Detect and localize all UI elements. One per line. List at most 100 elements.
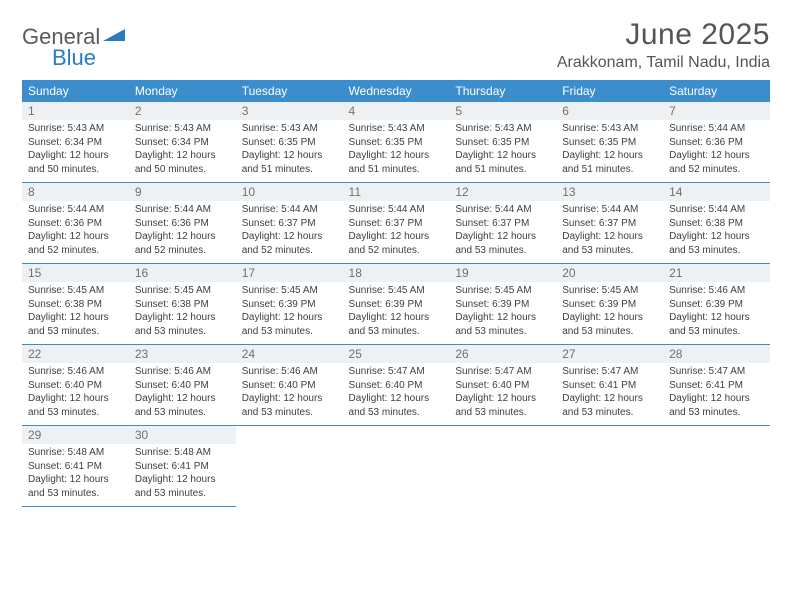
- sunrise-line: Sunrise: 5:46 AM: [669, 284, 764, 298]
- sunrise-line: Sunrise: 5:44 AM: [455, 203, 550, 217]
- calendar-cell: 6Sunrise: 5:43 AMSunset: 6:35 PMDaylight…: [556, 102, 663, 183]
- sunset-line: Sunset: 6:38 PM: [28, 298, 123, 312]
- sunset-line: Sunset: 6:40 PM: [455, 379, 550, 393]
- day-number: 19: [449, 264, 556, 282]
- daylight-line: Daylight: 12 hours and 51 minutes.: [242, 149, 337, 176]
- sunset-line: Sunset: 6:34 PM: [28, 136, 123, 150]
- calendar-cell: [343, 426, 450, 507]
- day-number: 4: [343, 102, 450, 120]
- day-number: 2: [129, 102, 236, 120]
- day-number: 18: [343, 264, 450, 282]
- sunrise-line: Sunrise: 5:44 AM: [28, 203, 123, 217]
- calendar-cell: 1Sunrise: 5:43 AMSunset: 6:34 PMDaylight…: [22, 102, 129, 183]
- col-wednesday: Wednesday: [343, 80, 450, 102]
- sunset-line: Sunset: 6:35 PM: [562, 136, 657, 150]
- calendar-cell: 26Sunrise: 5:47 AMSunset: 6:40 PMDayligh…: [449, 345, 556, 426]
- sunset-line: Sunset: 6:37 PM: [455, 217, 550, 231]
- daylight-line: Daylight: 12 hours and 51 minutes.: [455, 149, 550, 176]
- day-number: 7: [663, 102, 770, 120]
- calendar-week-row: 8Sunrise: 5:44 AMSunset: 6:36 PMDaylight…: [22, 183, 770, 264]
- day-number: 9: [129, 183, 236, 201]
- daylight-line: Daylight: 12 hours and 53 minutes.: [135, 392, 230, 419]
- daylight-line: Daylight: 12 hours and 53 minutes.: [28, 473, 123, 500]
- daylight-line: Daylight: 12 hours and 51 minutes.: [349, 149, 444, 176]
- sunrise-line: Sunrise: 5:45 AM: [28, 284, 123, 298]
- daylight-line: Daylight: 12 hours and 52 minutes.: [135, 230, 230, 257]
- month-title: June 2025: [557, 18, 770, 52]
- sunset-line: Sunset: 6:39 PM: [669, 298, 764, 312]
- daylight-line: Daylight: 12 hours and 53 minutes.: [455, 230, 550, 257]
- calendar-cell: 9Sunrise: 5:44 AMSunset: 6:36 PMDaylight…: [129, 183, 236, 264]
- day-number: 25: [343, 345, 450, 363]
- daylight-line: Daylight: 12 hours and 53 minutes.: [455, 311, 550, 338]
- sunrise-line: Sunrise: 5:44 AM: [349, 203, 444, 217]
- day-number: 20: [556, 264, 663, 282]
- sunrise-line: Sunrise: 5:46 AM: [28, 365, 123, 379]
- day-number: 21: [663, 264, 770, 282]
- daylight-line: Daylight: 12 hours and 53 minutes.: [455, 392, 550, 419]
- daylight-line: Daylight: 12 hours and 50 minutes.: [135, 149, 230, 176]
- daylight-line: Daylight: 12 hours and 53 minutes.: [28, 311, 123, 338]
- col-thursday: Thursday: [449, 80, 556, 102]
- sunrise-line: Sunrise: 5:47 AM: [455, 365, 550, 379]
- calendar-cell: 29 Sunrise: 5:48 AMSunset: 6:41 PMDayligh…: [22, 426, 129, 507]
- sunrise-line: Sunrise: 5:44 AM: [135, 203, 230, 217]
- calendar-week-row: 22Sunrise: 5:46 AMSunset: 6:40 PMDayligh…: [22, 345, 770, 426]
- sunrise-line: Sunrise: 5:43 AM: [455, 122, 550, 136]
- day-number: 29: [22, 426, 129, 444]
- sunset-line: Sunset: 6:40 PM: [28, 379, 123, 393]
- calendar-cell: 25Sunrise: 5:47 AMSunset: 6:40 PMDayligh…: [343, 345, 450, 426]
- calendar-week-row: 29 Sunrise: 5:48 AMSunset: 6:41 PMDayligh…: [22, 426, 770, 507]
- calendar-cell: 17Sunrise: 5:45 AMSunset: 6:39 PMDayligh…: [236, 264, 343, 345]
- sunset-line: Sunset: 6:34 PM: [135, 136, 230, 150]
- calendar-cell: 12Sunrise: 5:44 AMSunset: 6:37 PMDayligh…: [449, 183, 556, 264]
- sunrise-line: Sunrise: 5:45 AM: [562, 284, 657, 298]
- sunset-line: Sunset: 6:40 PM: [242, 379, 337, 393]
- day-number: 10: [236, 183, 343, 201]
- sunset-line: Sunset: 6:41 PM: [28, 460, 123, 474]
- sunset-line: Sunset: 6:39 PM: [349, 298, 444, 312]
- daylight-line: Daylight: 12 hours and 51 minutes.: [562, 149, 657, 176]
- sunrise-line: Sunrise: 5:46 AM: [242, 365, 337, 379]
- day-number: 24: [236, 345, 343, 363]
- sunrise-line: Sunrise: 5:48 AM: [28, 446, 123, 460]
- sunrise-line: Sunrise: 5:45 AM: [455, 284, 550, 298]
- sunrise-line: Sunrise: 5:46 AM: [135, 365, 230, 379]
- daylight-line: Daylight: 12 hours and 53 minutes.: [28, 392, 123, 419]
- sunrise-line: Sunrise: 5:43 AM: [562, 122, 657, 136]
- calendar-cell: 11 Sunrise: 5:44 AMSunset: 6:37 PMDayligh…: [343, 183, 450, 264]
- sunrise-line: Sunrise: 5:44 AM: [669, 203, 764, 217]
- logo-text-blue: Blue: [52, 45, 96, 70]
- day-number: 16: [129, 264, 236, 282]
- calendar-body: 1Sunrise: 5:43 AMSunset: 6:34 PMDaylight…: [22, 102, 770, 507]
- sunrise-line: Sunrise: 5:43 AM: [28, 122, 123, 136]
- sunset-line: Sunset: 6:41 PM: [562, 379, 657, 393]
- daylight-line: Daylight: 12 hours and 53 minutes.: [669, 392, 764, 419]
- sunset-line: Sunset: 6:39 PM: [455, 298, 550, 312]
- daylight-line: Daylight: 12 hours and 52 minutes.: [349, 230, 444, 257]
- sunset-line: Sunset: 6:40 PM: [135, 379, 230, 393]
- logo-blue-text-wrap: Blue: [52, 45, 96, 71]
- sunset-line: Sunset: 6:38 PM: [669, 217, 764, 231]
- col-friday: Friday: [556, 80, 663, 102]
- day-number: 13: [556, 183, 663, 201]
- calendar-cell: 14Sunrise: 5:44 AMSunset: 6:38 PMDayligh…: [663, 183, 770, 264]
- day-number: 27: [556, 345, 663, 363]
- sunrise-line: Sunrise: 5:45 AM: [242, 284, 337, 298]
- calendar-cell: [556, 426, 663, 507]
- sunrise-line: Sunrise: 5:43 AM: [242, 122, 337, 136]
- col-monday: Monday: [129, 80, 236, 102]
- title-block: June 2025 Arakkonam, Tamil Nadu, India: [557, 18, 770, 72]
- calendar-cell: 28Sunrise: 5:47 AMSunset: 6:41 PMDayligh…: [663, 345, 770, 426]
- calendar-cell: 13Sunrise: 5:44 AMSunset: 6:37 PMDayligh…: [556, 183, 663, 264]
- day-number: 11: [343, 183, 450, 201]
- daylight-line: Daylight: 12 hours and 53 minutes.: [349, 392, 444, 419]
- sunset-line: Sunset: 6:37 PM: [349, 217, 444, 231]
- calendar-cell: 7Sunrise: 5:44 AMSunset: 6:36 PMDaylight…: [663, 102, 770, 183]
- logo-triangle-icon: [103, 27, 125, 48]
- sunset-line: Sunset: 6:37 PM: [242, 217, 337, 231]
- calendar-cell: 15Sunrise: 5:45 AMSunset: 6:38 PMDayligh…: [22, 264, 129, 345]
- calendar-cell: 19 Sunrise: 5:45 AMSunset: 6:39 PMDayligh…: [449, 264, 556, 345]
- daylight-line: Daylight: 12 hours and 53 minutes.: [242, 311, 337, 338]
- daylight-line: Daylight: 12 hours and 53 minutes.: [135, 311, 230, 338]
